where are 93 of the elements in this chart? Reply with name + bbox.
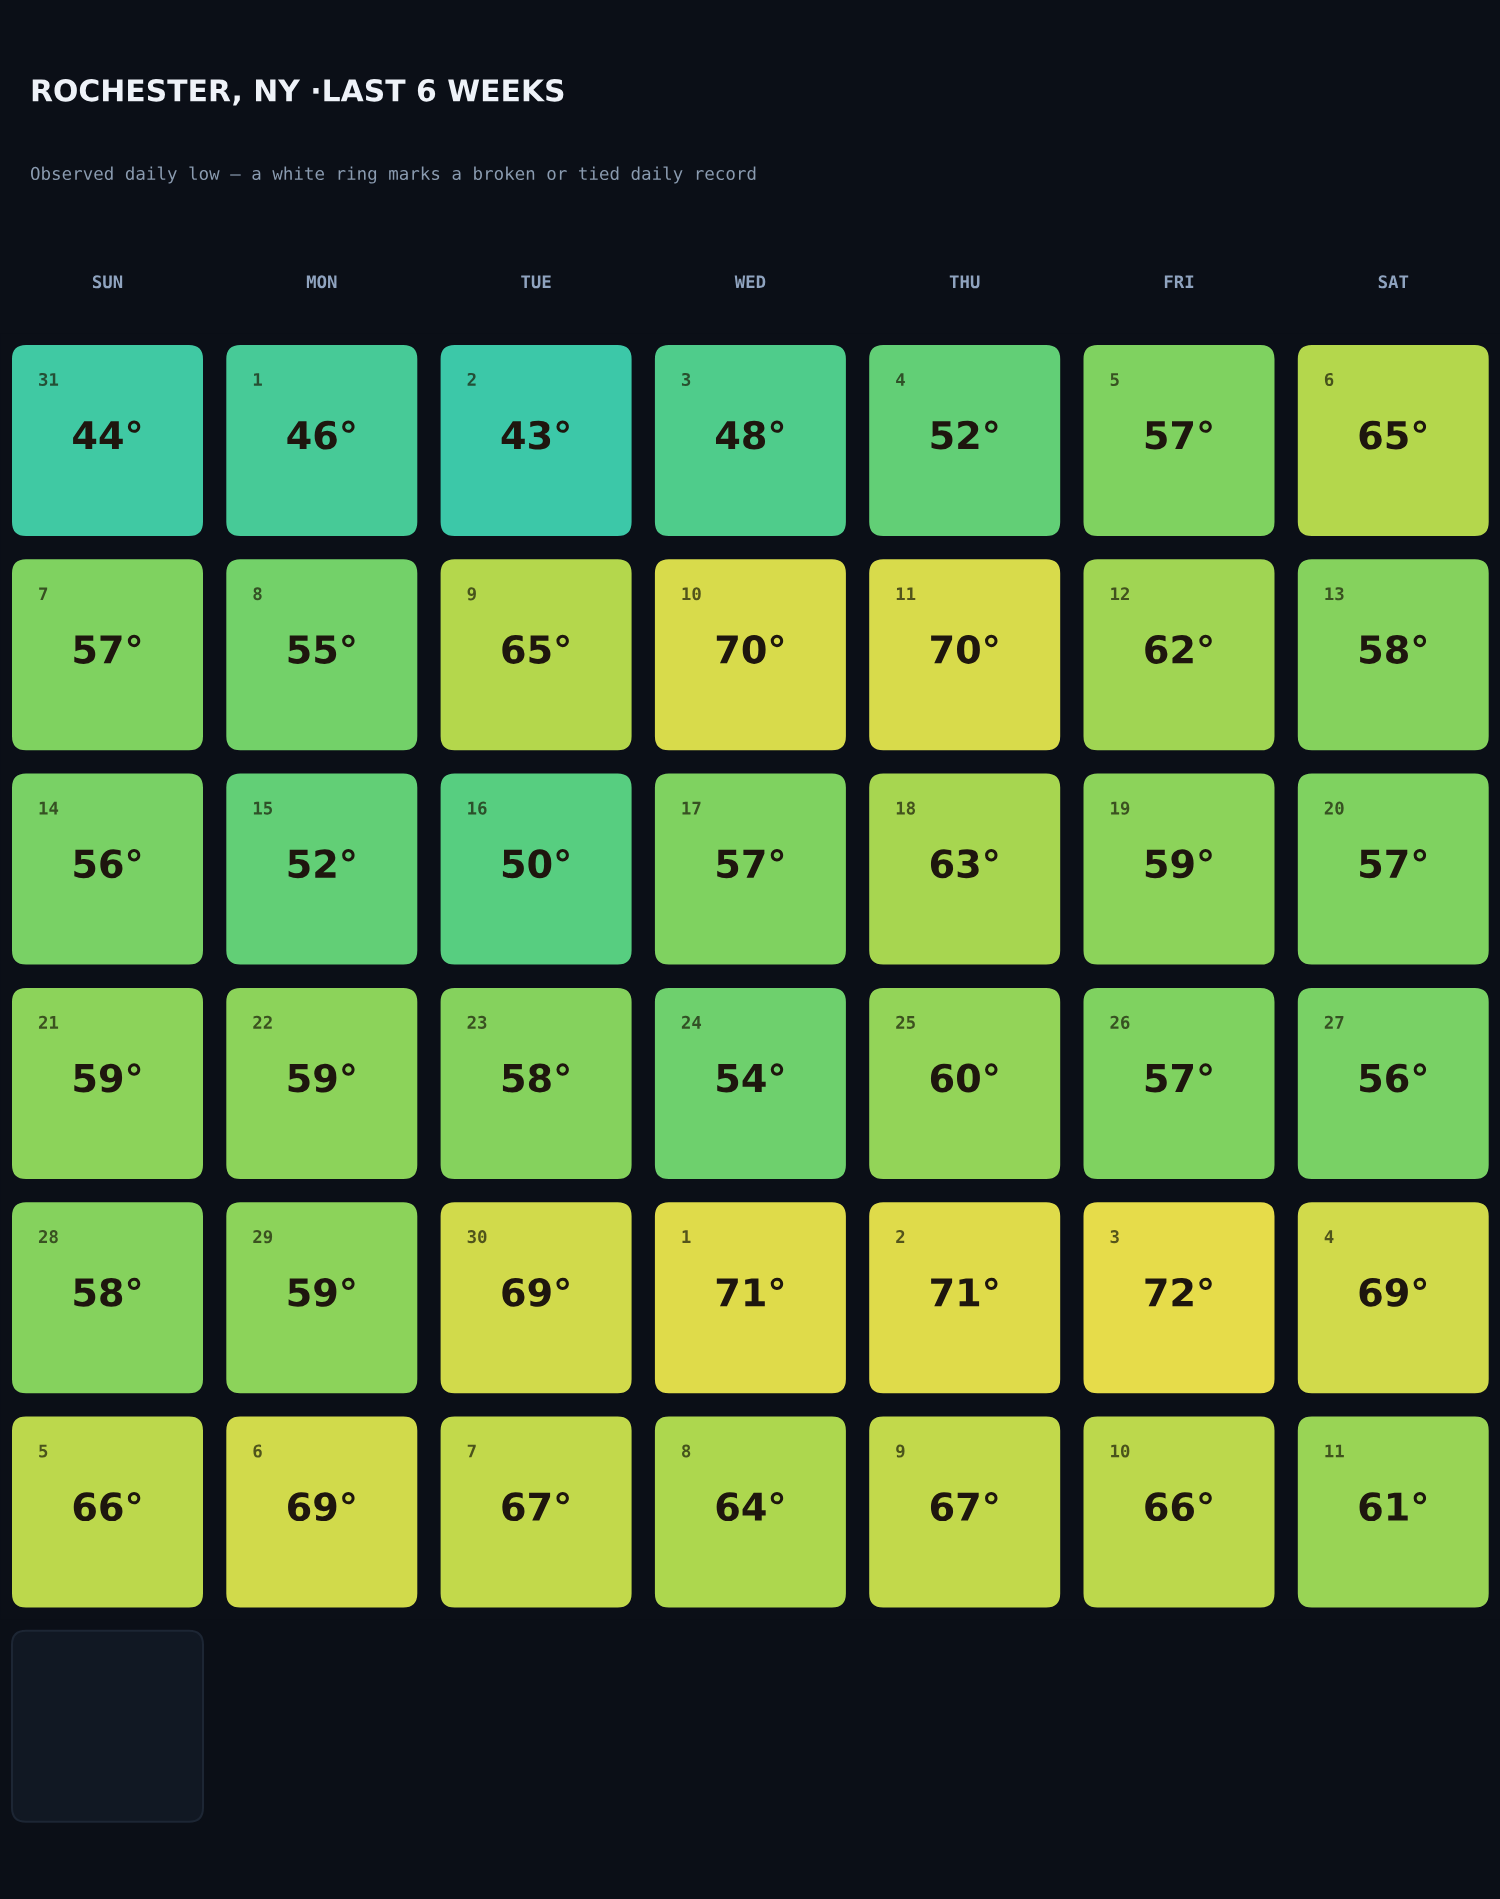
annotation: 1 <box>682 1230 691 1243</box>
annotation: 23 <box>467 1015 487 1029</box>
data-label: 65° <box>1359 420 1427 450</box>
annotation: 11 <box>1325 1444 1344 1458</box>
data-label: 57° <box>1145 1063 1212 1093</box>
x-tick-label: MON <box>306 275 337 289</box>
annotation: 30 <box>467 1230 487 1244</box>
data-label: 69° <box>502 1277 569 1307</box>
data-label: 56° <box>1360 1063 1427 1093</box>
annotation: 3 <box>681 372 691 387</box>
annotation: 9 <box>467 587 476 601</box>
x-tick-label: SAT <box>1378 275 1409 289</box>
annotation: 19 <box>1111 801 1130 815</box>
data-label: 57° <box>1145 420 1212 450</box>
data-label: 63° <box>930 849 998 879</box>
data-label: 48° <box>716 420 784 450</box>
data-label: 59° <box>1145 849 1212 879</box>
data-label: 69° <box>1359 1277 1427 1307</box>
annotation: 6 <box>1324 372 1334 387</box>
annotation: 1 <box>253 373 262 386</box>
annotation: 6 <box>253 1444 262 1458</box>
annotation: 14 <box>39 801 59 815</box>
data-label: 64° <box>716 1491 784 1522</box>
annotation: 25 <box>896 1015 915 1029</box>
data-label: 71° <box>931 1277 998 1307</box>
annotation: 5 <box>39 1444 48 1458</box>
annotation: 8 <box>253 587 262 601</box>
annotation: 2 <box>896 1230 905 1243</box>
annotation: 24 <box>681 1015 702 1029</box>
x-tick-label: TUE <box>521 275 551 289</box>
annotation: 2 <box>467 372 476 386</box>
data-label: 58° <box>502 1063 569 1093</box>
x-tick-label: WED <box>734 275 766 289</box>
annotation: 20 <box>1324 801 1344 815</box>
annotation: 28 <box>38 1230 58 1244</box>
data-label: 52° <box>288 849 355 879</box>
annotation: 10 <box>682 587 701 601</box>
chart-subtitle: Observed daily low — a white ring marks a broken or tied daily record <box>31 166 756 184</box>
data-label: 69° <box>288 1491 355 1522</box>
data-label: 62° <box>1145 634 1212 664</box>
annotation: 4 <box>1324 1230 1334 1243</box>
data-label: 56° <box>74 849 141 879</box>
data-label: 66° <box>73 1491 141 1522</box>
x-tick-label: FRI <box>1164 275 1194 289</box>
annotation: 18 <box>896 801 916 815</box>
data-label: 57° <box>74 634 141 664</box>
annotation: 13 <box>1325 587 1344 601</box>
annotation: 21 <box>38 1015 59 1029</box>
data-label: 67° <box>502 1491 569 1522</box>
data-label: 46° <box>287 420 355 450</box>
data-label: 50° <box>502 849 569 879</box>
annotation: 10 <box>1111 1444 1130 1458</box>
annotation: 22 <box>253 1015 272 1029</box>
annotation: 11 <box>896 587 916 601</box>
data-label: 57° <box>717 849 784 879</box>
data-label: 54° <box>717 1063 784 1093</box>
data-label: 44° <box>73 420 141 450</box>
data-label: 58° <box>1360 634 1427 664</box>
data-label: 71° <box>716 1277 784 1307</box>
data-label: 67° <box>930 1491 998 1522</box>
data-label: 55° <box>288 634 355 664</box>
annotation: 7 <box>39 587 48 601</box>
annotation: 5 <box>1110 373 1119 387</box>
data-label: 72° <box>1145 1277 1212 1307</box>
x-tick-label: SUN <box>92 275 123 289</box>
annotation: 15 <box>253 801 273 815</box>
annotation: 17 <box>682 801 701 815</box>
data-label: 59° <box>288 1063 355 1093</box>
annotation: 26 <box>1110 1015 1130 1029</box>
annotation: 8 <box>681 1444 691 1458</box>
data-label: 70° <box>716 634 784 664</box>
chart-title: ROCHESTER, NY ·LAST 6 WEEKS <box>32 79 564 106</box>
annotation: 12 <box>1111 587 1129 601</box>
data-label: 59° <box>74 1063 141 1093</box>
annotation: 3 <box>1110 1230 1119 1244</box>
data-label: 66° <box>1145 1491 1212 1522</box>
annotation: 7 <box>467 1444 476 1458</box>
annotation: 29 <box>253 1230 273 1244</box>
annotation: 31 <box>39 372 59 387</box>
annotation: 27 <box>1324 1015 1344 1029</box>
data-label: 60° <box>930 1063 998 1093</box>
annotation: 9 <box>896 1444 905 1458</box>
data-label: 57° <box>1360 849 1427 879</box>
data-label: 43° <box>501 420 569 450</box>
data-label: 59° <box>288 1277 355 1307</box>
data-label: 58° <box>74 1277 141 1307</box>
data-label: 61° <box>1359 1491 1427 1522</box>
data-label: 65° <box>502 634 569 664</box>
data-label: 70° <box>931 634 998 664</box>
annotation: 16 <box>468 801 487 815</box>
x-tick-label: THU <box>949 275 980 289</box>
annotation: 4 <box>896 373 905 386</box>
data-label: 52° <box>931 420 998 450</box>
